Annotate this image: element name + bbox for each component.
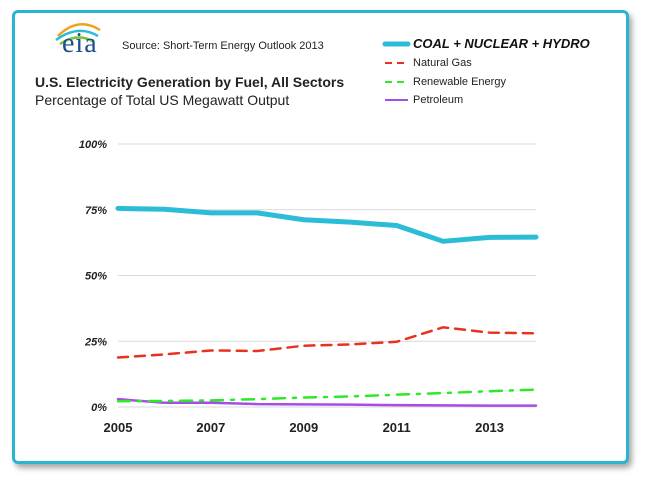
logo-text: eia bbox=[62, 28, 98, 59]
y-tick-label: 25% bbox=[84, 336, 107, 348]
x-tick-label: 2013 bbox=[475, 420, 504, 435]
y-tick-label: 75% bbox=[85, 205, 107, 217]
series-coal-nuclear-hydro bbox=[115, 205, 539, 244]
series-petroleum bbox=[116, 397, 538, 407]
y-tick-label: 0% bbox=[91, 402, 107, 414]
eia-logo bbox=[48, 18, 108, 64]
x-tick-label: 2011 bbox=[383, 420, 411, 435]
legend-label-coal: COAL + NUCLEAR + HYDRO bbox=[413, 36, 590, 51]
legend-label-renewable: Renewable Energy bbox=[413, 76, 506, 88]
x-tick-label: 2009 bbox=[289, 420, 318, 435]
series-natural-gas bbox=[116, 326, 538, 359]
source-note: Source: Short-Term Energy Outlook 2013 bbox=[122, 40, 324, 52]
chart-title: U.S. Electricity Generation by Fuel, All… bbox=[35, 74, 345, 90]
legend-label-gas: Natural Gas bbox=[413, 57, 472, 69]
chart-subtitle: Percentage of Total US Megawatt Output bbox=[35, 92, 290, 108]
legend-label-petroleum: Petroleum bbox=[413, 94, 464, 106]
series-renewable bbox=[116, 388, 538, 403]
y-tick-label: 100% bbox=[79, 139, 107, 151]
x-tick-label: 2007 bbox=[196, 420, 225, 435]
x-tick-label: 2005 bbox=[104, 420, 133, 435]
y-tick-label: 50% bbox=[85, 271, 107, 283]
legend bbox=[382, 41, 411, 101]
